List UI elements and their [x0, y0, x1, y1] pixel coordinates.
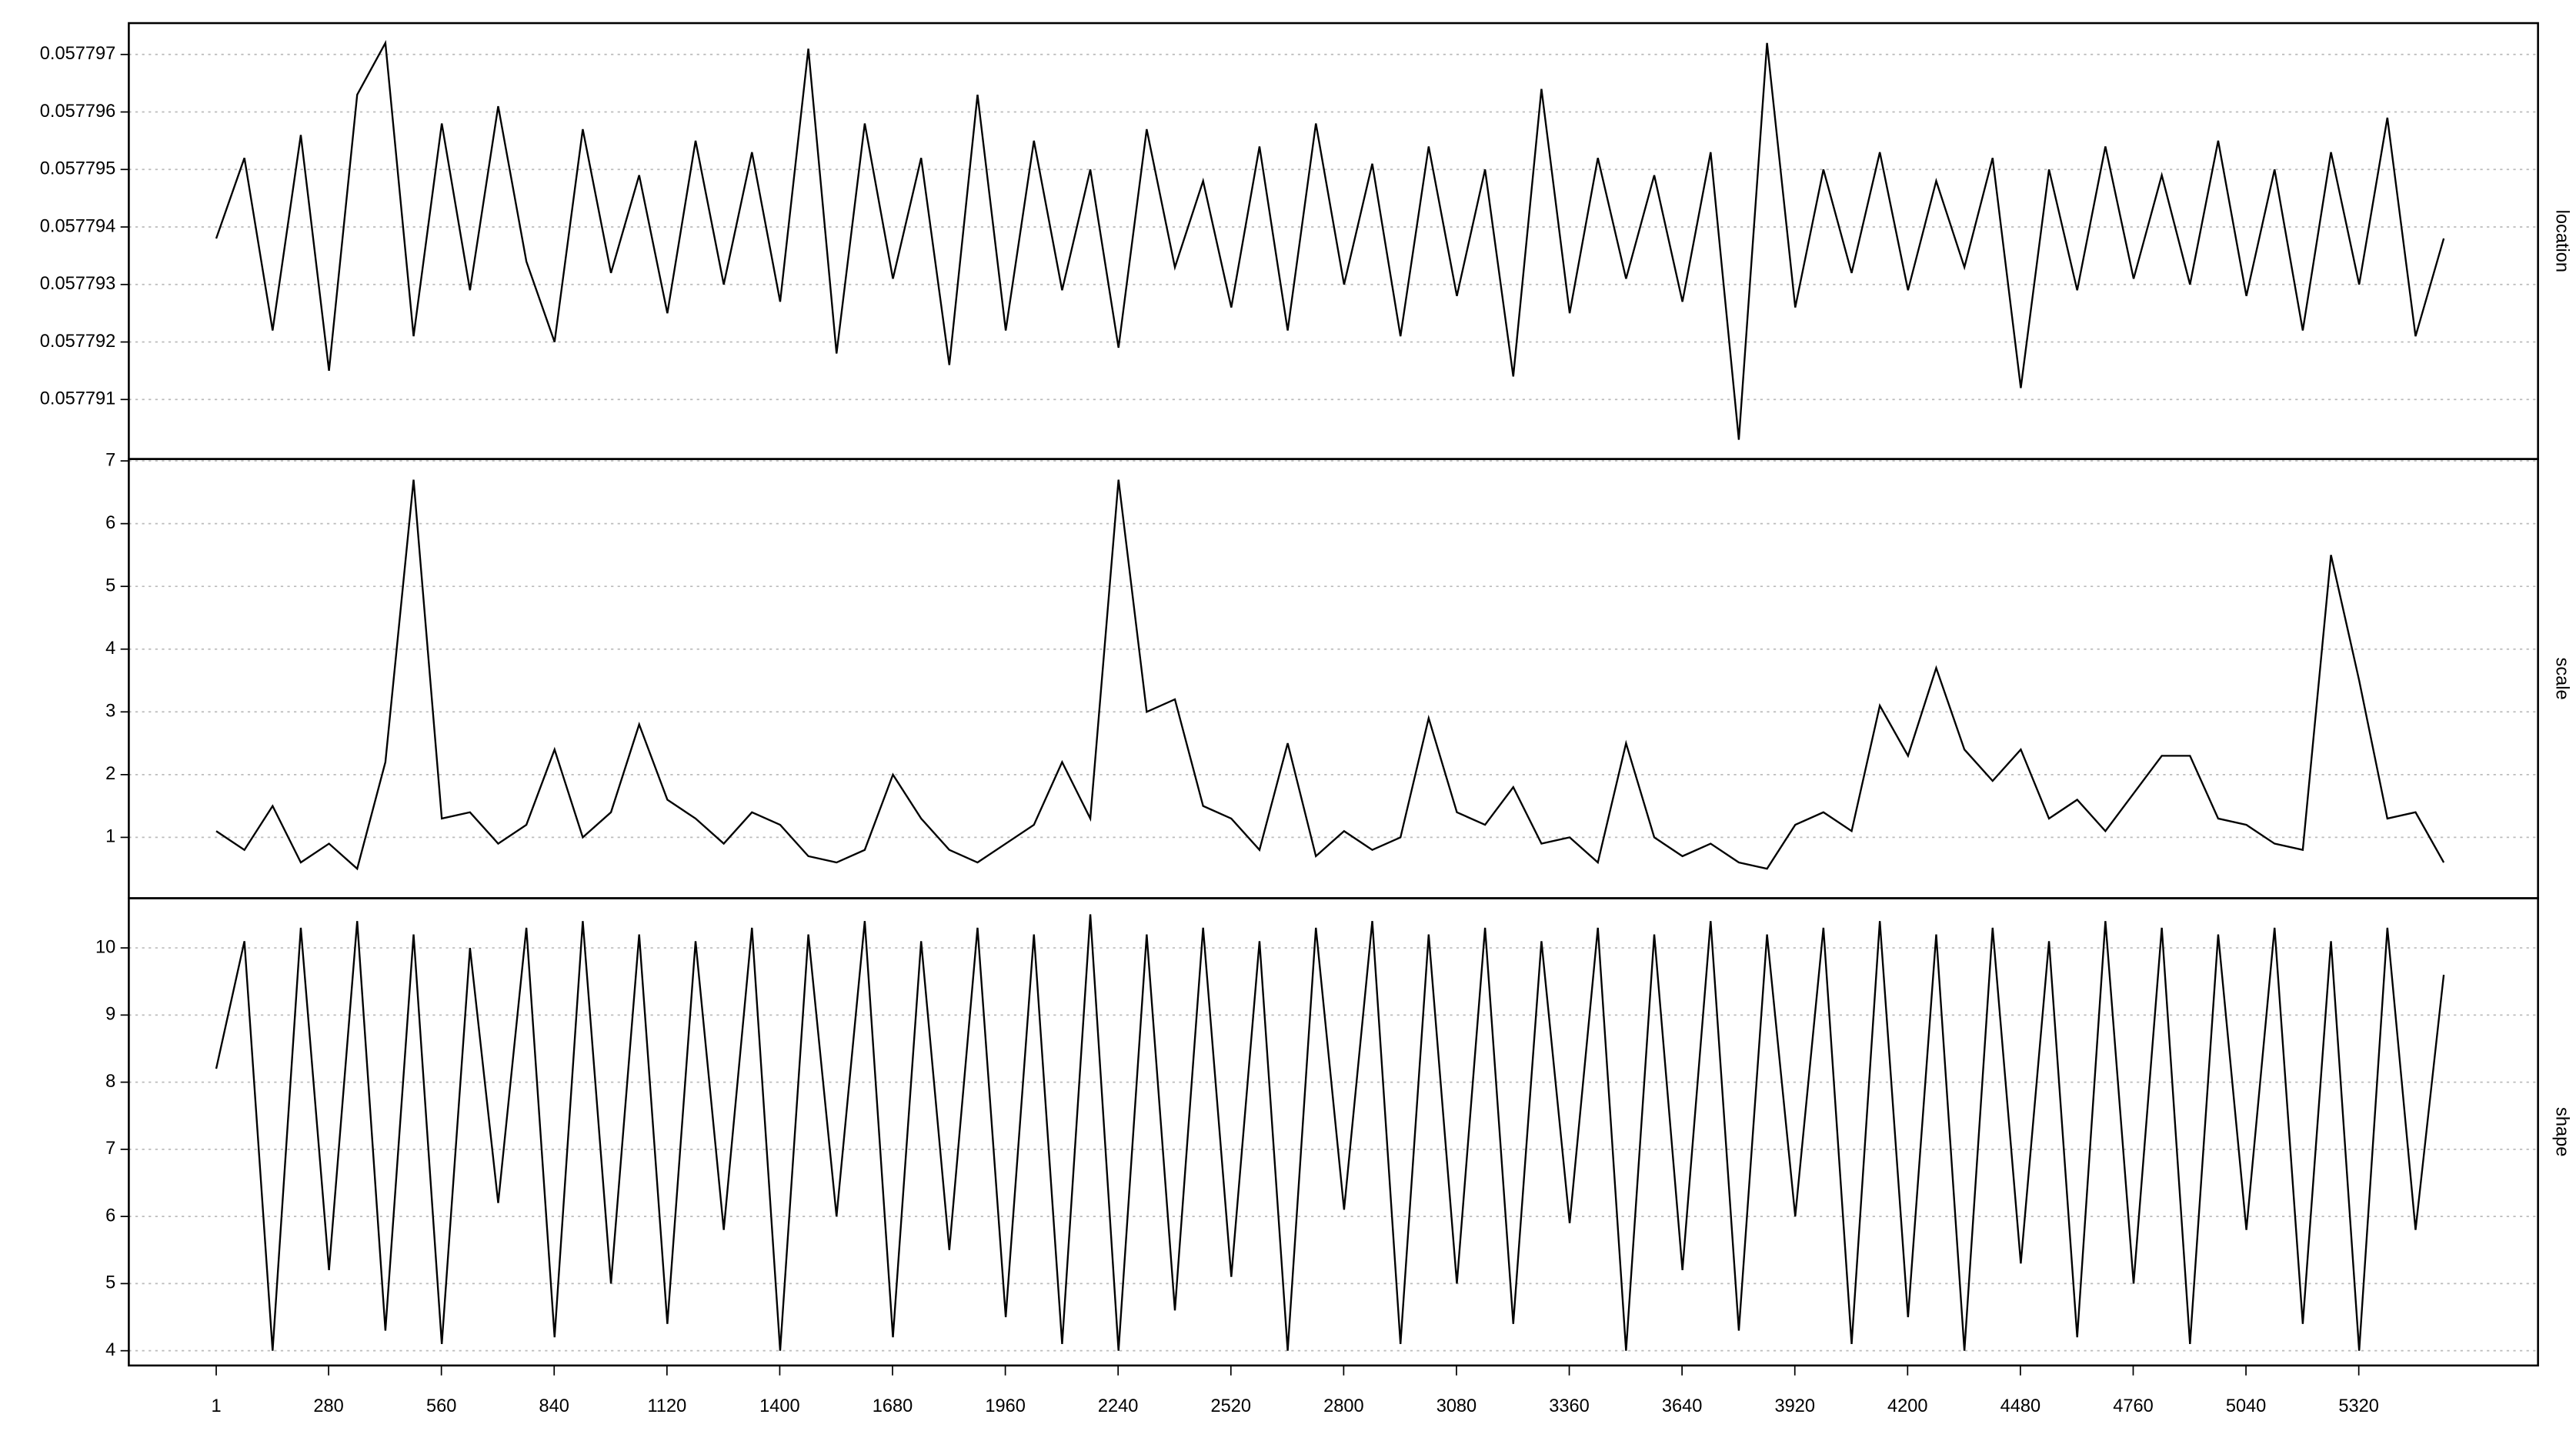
x-tick-label: 2520 [1211, 1396, 1252, 1416]
y-tick-label: 0.057793 [40, 274, 115, 294]
y-tick-label: 7 [105, 1139, 115, 1159]
x-tick-label: 1960 [985, 1396, 1026, 1416]
y-tick-label: 2 [105, 764, 115, 784]
y-tick-label: 0.057792 [40, 332, 115, 352]
panel-frame [128, 22, 2539, 460]
x-tick-label: 3080 [1436, 1396, 1477, 1416]
y-tick-label: 3 [105, 702, 115, 722]
y-tick-label: 4 [105, 639, 115, 659]
panel-frame [128, 458, 2539, 899]
panel-frame [128, 897, 2539, 1367]
y-tick-label: 9 [105, 1005, 115, 1025]
x-tick-label: 1 [211, 1396, 221, 1416]
x-tick-label: 2800 [1323, 1396, 1364, 1416]
x-tick-label: 1400 [759, 1396, 800, 1416]
panel-label: scale [2551, 658, 2571, 700]
y-tick-label: 8 [105, 1072, 115, 1092]
y-tick-label: 0.057796 [40, 102, 115, 122]
y-tick-label: 0.057791 [40, 389, 115, 409]
series-line [215, 914, 2445, 1351]
x-tick-label: 3640 [1662, 1396, 1702, 1416]
y-tick-label: 0.057795 [40, 159, 115, 179]
y-tick-label: 5 [105, 1273, 115, 1293]
x-tick-label: 560 [426, 1396, 456, 1416]
series-line [215, 479, 2445, 871]
x-tick-label: 1120 [647, 1396, 686, 1416]
series-line [215, 39, 2445, 440]
y-tick-label: 10 [95, 937, 115, 957]
x-tick-label: 3920 [1774, 1396, 1814, 1416]
y-tick-label: 7 [105, 450, 115, 470]
x-tick-label: 5320 [2338, 1396, 2378, 1416]
x-tick-label: 4480 [2000, 1396, 2040, 1416]
panel-label: shape [2551, 1107, 2571, 1156]
x-tick-label: 840 [539, 1396, 569, 1416]
x-tick-label: 1680 [873, 1396, 913, 1416]
y-tick-label: 4 [105, 1340, 115, 1360]
x-tick-label: 4760 [2113, 1396, 2153, 1416]
y-tick-label: 1 [105, 827, 115, 847]
x-tick-label: 2240 [1098, 1396, 1139, 1416]
x-tick-label: 280 [313, 1396, 343, 1416]
x-tick-label: 5040 [2226, 1396, 2266, 1416]
y-tick-label: 6 [105, 513, 115, 533]
y-tick-label: 0.057797 [40, 44, 115, 64]
x-tick-label: 3360 [1549, 1396, 1590, 1416]
panel-label: location [2551, 210, 2571, 272]
y-tick-label: 6 [105, 1206, 115, 1226]
y-tick-label: 0.057794 [40, 216, 115, 236]
y-tick-label: 5 [105, 575, 115, 595]
x-tick-label: 4200 [1887, 1396, 1927, 1416]
